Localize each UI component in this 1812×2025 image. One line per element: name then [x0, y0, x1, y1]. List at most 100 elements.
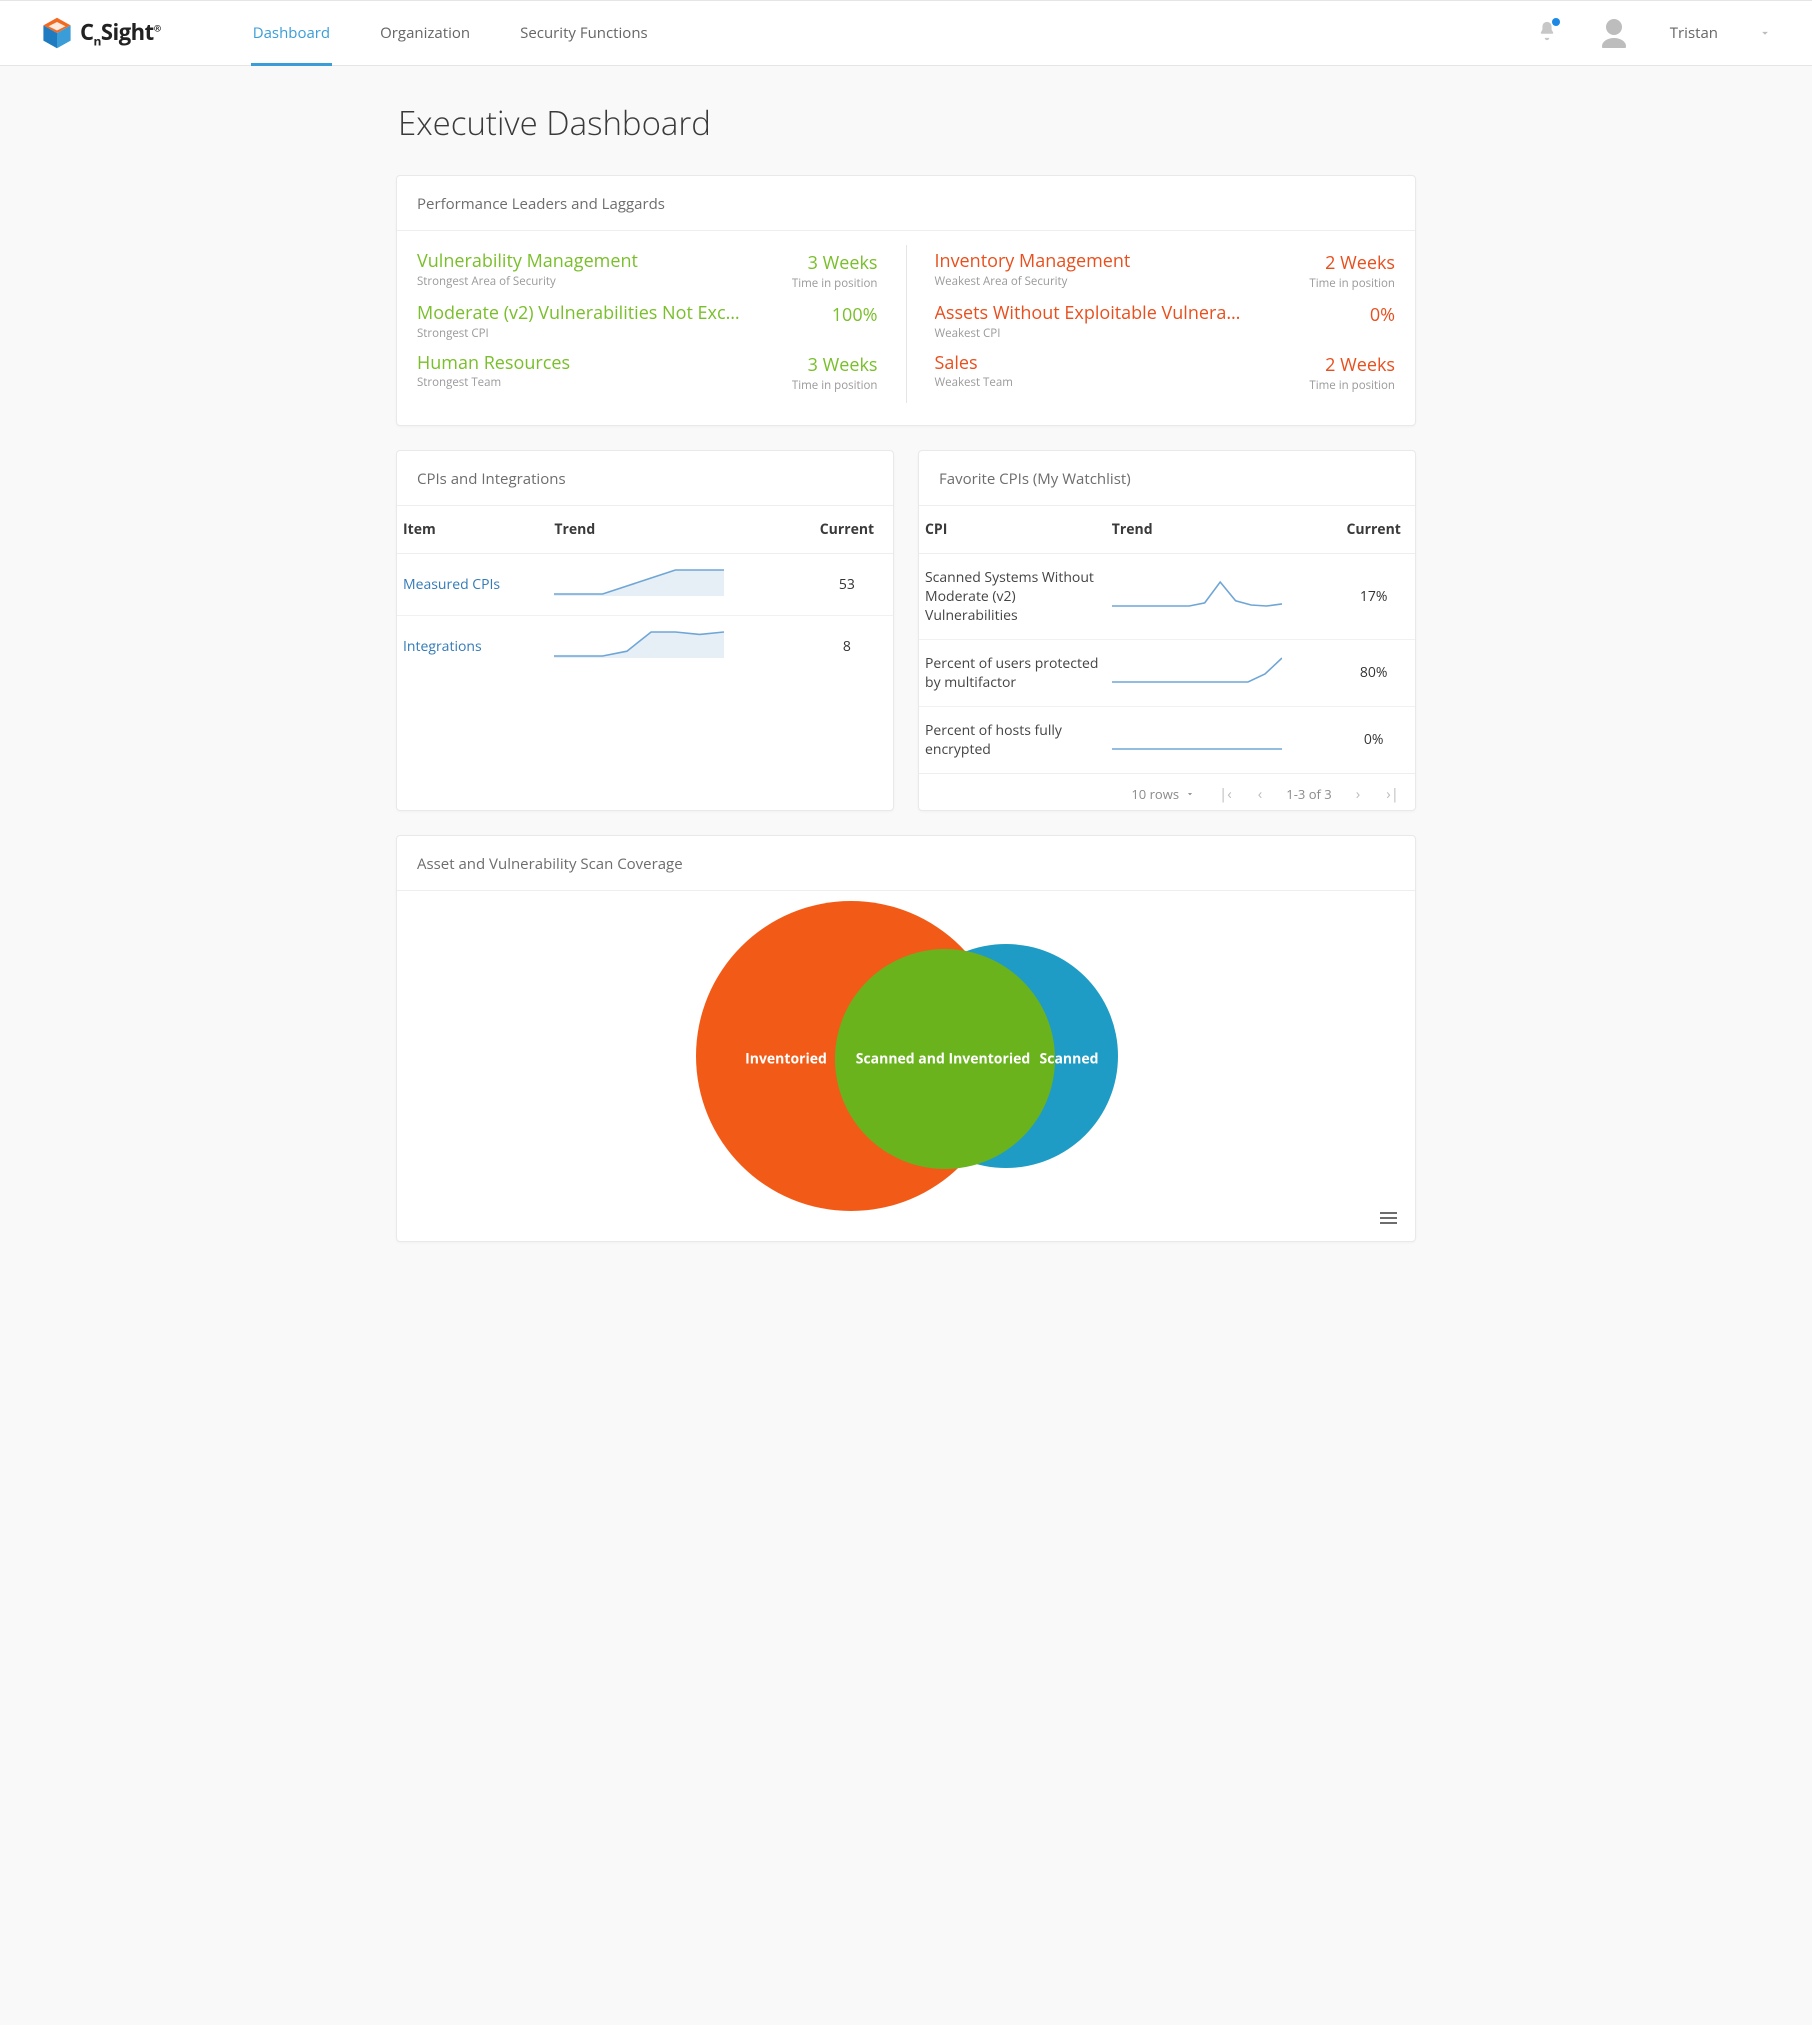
col-current: Current	[1332, 506, 1415, 554]
metric-value-sub: Time in position	[792, 378, 878, 393]
pager-range: 1-3 of 3	[1286, 785, 1331, 803]
watchlist-title: Favorite CPIs (My Watchlist)	[919, 451, 1415, 506]
cpis-integrations-table: Item Trend Current Measured CPIs 53 Inte…	[397, 506, 893, 677]
user-avatar[interactable]	[1600, 18, 1628, 48]
cpi-value: 17%	[1332, 553, 1415, 639]
metric-row: Human Resources Strongest Team 3 Weeks T…	[417, 349, 878, 401]
cpi-value: 80%	[1332, 639, 1415, 706]
laggards-column: Inventory Management Weakest Area of Sec…	[935, 245, 1396, 403]
watchlist-pager: 10 rows |‹ ‹ 1-3 of 3 › ›|	[919, 773, 1415, 810]
sparkline	[554, 630, 724, 658]
sparkline	[1112, 656, 1282, 684]
table-row: Scanned Systems Without Moderate (v2) Vu…	[919, 553, 1415, 639]
item-value: 53	[801, 553, 893, 615]
venn-card: Asset and Vulnerability Scan Coverage In…	[396, 835, 1416, 1242]
metric-value: 3 Weeks	[792, 251, 878, 275]
page: Executive Dashboard Performance Leaders …	[376, 66, 1436, 1306]
metric-value: 3 Weeks	[792, 353, 878, 377]
metric-title[interactable]: Sales	[935, 353, 1013, 375]
item-link[interactable]: Integrations	[403, 637, 482, 656]
hamburger-icon	[1380, 1212, 1397, 1214]
metric-subtitle: Strongest Area of Security	[417, 274, 638, 289]
rows-label: 10 rows	[1131, 785, 1179, 803]
pager-first[interactable]: |‹	[1217, 784, 1234, 804]
caret-down-icon	[1185, 789, 1195, 799]
brand-name: CnSight®	[80, 17, 161, 49]
metric-title[interactable]: Assets Without Exploitable Vulnera…	[935, 303, 1241, 325]
cpi-label: Percent of users protected by multifacto…	[919, 639, 1106, 706]
leaders-column: Vulnerability Management Strongest Area …	[417, 245, 878, 403]
metric-value: 2 Weeks	[1309, 251, 1395, 275]
col-trend: Trend	[1106, 506, 1333, 554]
nav-tabs: Dashboard Organization Security Function…	[251, 1, 650, 66]
metric-title[interactable]: Vulnerability Management	[417, 251, 638, 273]
nav-right: Tristan	[1536, 18, 1772, 48]
tab-security-functions[interactable]: Security Functions	[518, 1, 650, 66]
metric-subtitle: Weakest Area of Security	[935, 274, 1131, 289]
table-row: Measured CPIs 53	[397, 553, 893, 615]
table-row: Integrations 8	[397, 615, 893, 677]
avatar-icon	[1600, 18, 1628, 48]
metric-value: 2 Weeks	[1309, 353, 1395, 377]
metric-value-sub: Time in position	[1309, 378, 1395, 393]
chart-menu-button[interactable]	[1380, 1209, 1397, 1227]
metric-value-sub: Time in position	[1309, 276, 1395, 291]
venn-label-inventoried: Inventoried	[745, 1049, 827, 1068]
rows-per-page[interactable]: 10 rows	[1131, 785, 1195, 803]
metric-row: Sales Weakest Team 2 Weeks Time in posit…	[935, 349, 1396, 401]
metric-title[interactable]: Human Resources	[417, 353, 570, 375]
metric-value: 100%	[832, 303, 878, 327]
item-value: 8	[801, 615, 893, 677]
metric-subtitle: Weakest Team	[935, 375, 1013, 390]
chevron-down-icon	[1758, 26, 1772, 40]
notification-dot-icon	[1552, 18, 1560, 26]
pager-next[interactable]: ›	[1354, 784, 1363, 804]
leaders-laggards-card: Performance Leaders and Laggards Vulnera…	[396, 175, 1416, 426]
venn-diagram: Inventoried Scanned and Inventoried Scanne…	[691, 901, 1121, 1211]
col-current: Current	[801, 506, 893, 554]
metric-row: Moderate (v2) Vulnerabilities Not Excee……	[417, 299, 878, 349]
cpi-label: Scanned Systems Without Moderate (v2) Vu…	[919, 553, 1106, 639]
metric-title[interactable]: Moderate (v2) Vulnerabilities Not Excee…	[417, 303, 747, 325]
table-row: Percent of hosts fully encrypted 0%	[919, 706, 1415, 773]
brand-logo[interactable]: CnSight®	[40, 16, 161, 50]
notifications-button[interactable]	[1536, 20, 1558, 47]
cpi-label: Percent of hosts fully encrypted	[919, 706, 1106, 773]
metric-title[interactable]: Inventory Management	[935, 251, 1131, 273]
watchlist-card: Favorite CPIs (My Watchlist) CPI Trend C…	[918, 450, 1416, 811]
tab-dashboard[interactable]: Dashboard	[251, 1, 332, 66]
item-link[interactable]: Measured CPIs	[403, 575, 500, 594]
leaders-laggards-title: Performance Leaders and Laggards	[397, 176, 1415, 231]
pager-last[interactable]: ›|	[1384, 784, 1401, 804]
metric-value-sub: Time in position	[792, 276, 878, 291]
metric-subtitle: Strongest Team	[417, 375, 570, 390]
logo-icon	[40, 16, 74, 50]
col-trend: Trend	[548, 506, 801, 554]
sparkline	[1112, 723, 1282, 751]
user-menu[interactable]: Tristan	[1670, 23, 1772, 43]
cpis-integrations-card: CPIs and Integrations Item Trend Current…	[396, 450, 894, 811]
top-nav: CnSight® Dashboard Organization Security…	[0, 0, 1812, 66]
tab-organization[interactable]: Organization	[378, 1, 472, 66]
venn-title: Asset and Vulnerability Scan Coverage	[397, 836, 1415, 891]
venn-label-scanned: Scanned	[1040, 1049, 1099, 1068]
user-name: Tristan	[1670, 23, 1718, 43]
metric-subtitle: Weakest CPI	[935, 326, 1241, 341]
metric-row: Vulnerability Management Strongest Area …	[417, 247, 878, 299]
table-row: Percent of users protected by multifacto…	[919, 639, 1415, 706]
page-title: Executive Dashboard	[398, 100, 1414, 145]
pager-prev[interactable]: ‹	[1256, 784, 1265, 804]
venn-label-both: Scanned and Inventoried	[856, 1049, 1030, 1068]
sparkline	[1112, 580, 1282, 608]
metric-row: Inventory Management Weakest Area of Sec…	[935, 247, 1396, 299]
cpis-integrations-title: CPIs and Integrations	[397, 451, 893, 506]
metric-row: Assets Without Exploitable Vulnera… Weak…	[935, 299, 1396, 349]
sparkline	[554, 568, 724, 596]
col-cpi: CPI	[919, 506, 1106, 554]
column-divider	[906, 245, 907, 403]
col-item: Item	[397, 506, 548, 554]
metric-subtitle: Strongest CPI	[417, 326, 747, 341]
watchlist-table: CPI Trend Current Scanned Systems Withou…	[919, 506, 1415, 773]
cpi-value: 0%	[1332, 706, 1415, 773]
metric-value: 0%	[1370, 303, 1395, 327]
